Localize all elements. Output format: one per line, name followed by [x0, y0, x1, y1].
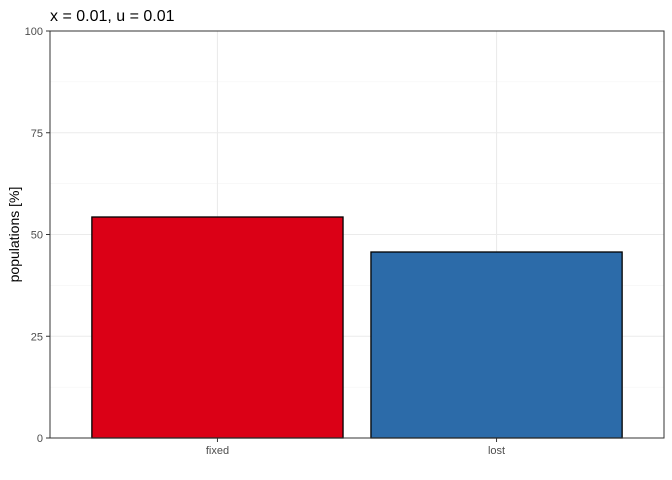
y-tick-label: 75	[31, 128, 43, 140]
bar-fixed	[91, 216, 344, 439]
x-tick-label: fixed	[206, 445, 229, 457]
x-tick-label: lost	[488, 445, 505, 457]
y-tick-label: 100	[25, 26, 43, 38]
y-tick-label: 25	[31, 331, 43, 343]
chart-title: x = 0.01, u = 0.01	[50, 8, 175, 25]
axes: 0 25 50 75 100 fixed lost	[25, 26, 505, 457]
bars	[91, 216, 623, 439]
bar-lost	[370, 251, 623, 439]
y-tick-label: 0	[37, 433, 43, 445]
y-tick-label: 50	[31, 230, 43, 242]
y-axis-label: populations [%]	[6, 187, 22, 283]
